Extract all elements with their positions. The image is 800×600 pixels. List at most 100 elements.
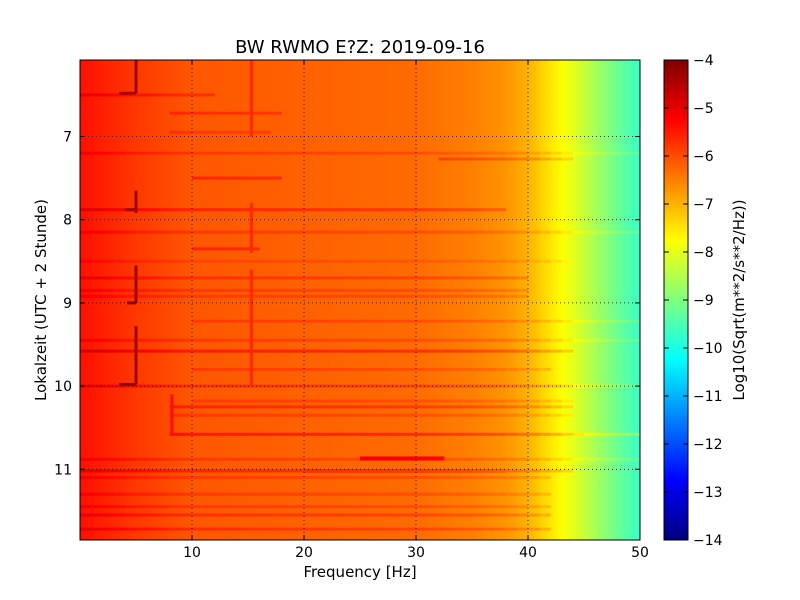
heatmap-column [231,60,235,540]
spectral-line-segment [460,276,473,280]
spectral-line-segment [259,476,271,480]
heatmap-column [110,60,115,540]
spectral-line-segment [270,276,282,280]
spectral-line-segment [360,505,372,509]
spectral-line-segment [80,384,92,388]
heatmap-column [292,60,297,540]
spectral-line-segment [460,413,473,417]
spectral-line-segment [326,319,338,323]
spectral-line-segment [203,130,215,134]
heatmap-column [626,60,630,540]
spectral-line-segment [348,288,361,292]
heatmap-column [418,60,423,540]
spectral-line-segment [494,505,506,509]
heatmap-column [220,60,224,540]
spectral-line-segment [180,476,193,480]
spectral-line-segment [158,338,170,342]
spectral-line-segment [449,259,462,263]
spectral-line-segment [483,259,495,263]
spectral-line-segment [236,469,249,473]
spectral-line-segment [192,319,204,323]
spectral-line-segment [259,151,271,155]
spectral-line-segment [472,288,484,292]
heatmap-column [623,60,627,540]
dark-segment-piece [371,456,383,461]
spectral-line-segment [236,399,249,403]
spectral-line-segment [169,338,182,342]
spectral-line-segment [136,457,148,461]
spectral-line-segment [147,349,159,353]
spectral-line-segment [494,367,506,371]
heatmap-column [410,60,414,540]
spectral-line [192,319,640,323]
spectral-line-segment [528,399,540,403]
spectral-line [80,208,506,212]
spectral-line-segment [225,319,238,323]
spectral-line-segment [539,338,551,342]
colorbar-tick-label: −9 [693,293,714,309]
vertical-line [134,190,138,214]
spectral-line-segment [169,513,182,517]
spectral-line-segment [382,259,394,263]
heatmap-column [430,60,434,540]
spectral-line-segment [180,513,193,517]
spectral-line-segment [80,492,92,496]
spectral-line-segment [281,405,294,409]
spectral-line-segment [315,505,327,509]
spectral-line-segment [214,259,226,263]
spectral-line-segment [102,93,114,97]
spectral-line-segment [427,367,439,371]
spectral-line-segment [516,457,529,461]
spectral-line-segment [124,505,137,509]
spectral-line-segment [102,230,114,234]
spectral-line-segment [124,384,137,388]
spectral-line-segment [393,349,406,353]
spectral-line [169,130,271,134]
spectral-line-segment [225,469,238,473]
heatmap-column [200,60,204,540]
spectral-line-segment [393,276,406,280]
heatmap-column [561,60,565,540]
spectral-line-segment [147,457,159,461]
spectral-line-segment [561,319,574,323]
spectral-line-segment [304,367,316,371]
spectral-line-segment [225,111,238,115]
spectral-line-segment [505,457,518,461]
spectral-line-segment [382,527,394,531]
heatmap-column [491,60,495,540]
spectral-line-segment [472,338,484,342]
spectral-line-segment [236,259,249,263]
spectral-line-segment [248,111,260,115]
spectral-line-segment [124,492,137,496]
heatmap-column [556,60,560,540]
spectral-line-segment [192,492,204,496]
spectral-line-segment [113,230,126,234]
spectral-line [80,527,551,531]
spectral-line-segment [516,527,529,531]
spectral-line-segment [281,276,294,280]
spectral-line-segment [472,208,484,212]
heatmap-column [438,60,442,540]
spectral-line-segment [113,294,126,298]
colorbar-tick-label: −8 [693,245,714,261]
spectral-line-segment [539,513,551,517]
heatmap-column [393,60,397,540]
spectral-line-segment [494,208,506,212]
spectral-line-segment [427,259,439,263]
spectral-line-segment [304,230,316,234]
spectral-line-segment [248,405,260,409]
dark-segment-piece [483,468,495,473]
spectral-line-segment [595,230,607,234]
spectral-line-segment [147,338,159,342]
spectral-line-segment [281,505,294,509]
spectral-line-segment [113,527,126,531]
spectral-line-segment [404,259,417,263]
spectral-line-segment [438,349,450,353]
spectral-line-segment [382,513,394,517]
spectral-line-segment [91,457,103,461]
spectral-line-segment [270,476,282,480]
spectral-line-segment [438,432,450,436]
heatmap-column [413,60,417,540]
spectral-line-segment [270,399,282,403]
spectral-line-segment [180,208,193,212]
